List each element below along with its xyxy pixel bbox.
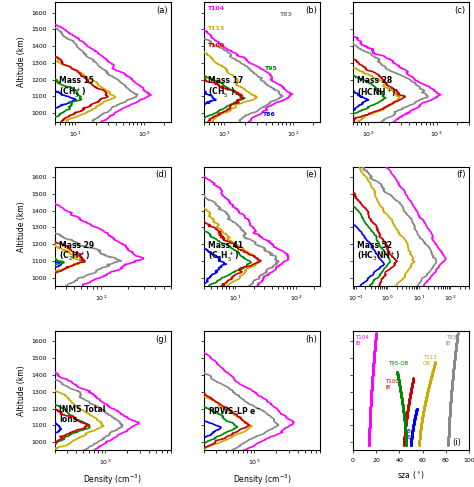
- Text: (g): (g): [155, 335, 167, 344]
- Text: (C$_3$H$_5^+$): (C$_3$H$_5^+$): [208, 250, 239, 264]
- Text: (b): (b): [305, 6, 317, 15]
- Text: (HC$_3$NH$^+$): (HC$_3$NH$^+$): [357, 250, 401, 263]
- Text: T104
IB: T104 IB: [355, 335, 369, 346]
- Text: T95-OB: T95-OB: [388, 361, 408, 366]
- X-axis label: Density (cm$^{-3}$): Density (cm$^{-3}$): [83, 473, 142, 487]
- Text: (HCNH$^+$): (HCNH$^+$): [357, 86, 397, 98]
- Text: T113: T113: [207, 26, 224, 31]
- Text: T86
OB: T86 OB: [404, 429, 414, 440]
- Text: (C$_2$H$_5^+$): (C$_2$H$_5^+$): [59, 250, 90, 264]
- Text: T86: T86: [262, 112, 275, 117]
- Y-axis label: Altitude (km): Altitude (km): [17, 201, 26, 252]
- Text: Mass 41: Mass 41: [208, 241, 244, 250]
- X-axis label: Density (cm$^{-3}$): Density (cm$^{-3}$): [233, 473, 291, 487]
- Y-axis label: Altitude (km): Altitude (km): [17, 37, 26, 87]
- Text: T100: T100: [207, 43, 224, 48]
- Text: (f): (f): [456, 170, 466, 179]
- Text: (i): (i): [452, 438, 461, 447]
- Text: T100
IB: T100 IB: [385, 379, 399, 390]
- Text: (e): (e): [305, 170, 317, 179]
- Text: (h): (h): [305, 335, 317, 344]
- Text: Mass 29: Mass 29: [59, 241, 94, 250]
- Text: T113
OB: T113 OB: [423, 355, 437, 366]
- Text: Mass 17: Mass 17: [208, 76, 244, 85]
- Text: T104: T104: [207, 6, 224, 11]
- Text: Mass 15: Mass 15: [59, 76, 94, 85]
- Text: T83: T83: [279, 12, 292, 17]
- X-axis label: sza ($^\circ$): sza ($^\circ$): [397, 468, 425, 481]
- Text: INMS Total: INMS Total: [59, 405, 106, 414]
- Text: (d): (d): [155, 170, 167, 179]
- Text: Ions: Ions: [59, 415, 77, 424]
- Text: (a): (a): [156, 6, 167, 15]
- Text: Mass 28: Mass 28: [357, 76, 392, 85]
- Text: (CH$_3^+$): (CH$_3^+$): [59, 86, 86, 100]
- Text: T83
IB: T83 IB: [446, 335, 456, 346]
- Text: (CH$_5^+$): (CH$_5^+$): [208, 86, 236, 100]
- Text: Mass 52: Mass 52: [357, 241, 392, 250]
- Text: (c): (c): [455, 6, 466, 15]
- Text: T95: T95: [264, 66, 277, 71]
- Y-axis label: Altitude (km): Altitude (km): [17, 366, 26, 416]
- Text: RPWS-LP e$^-$: RPWS-LP e$^-$: [208, 405, 262, 416]
